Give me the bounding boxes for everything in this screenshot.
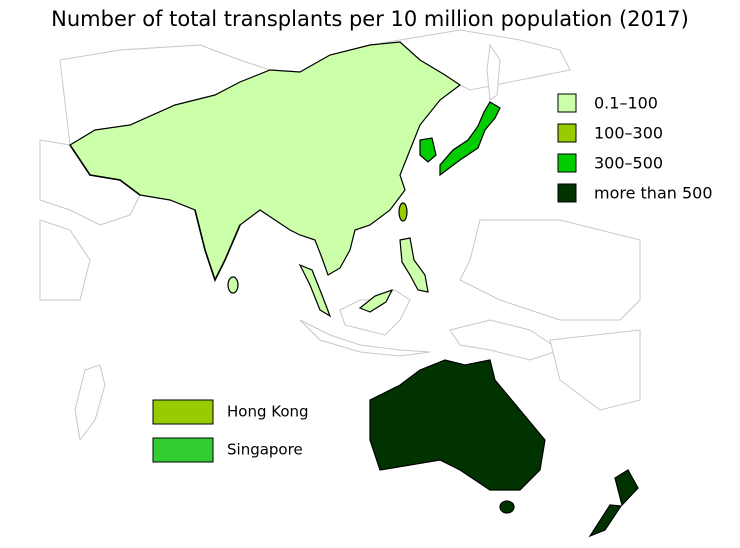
region-nz-north — [614, 469, 639, 507]
region-australia — [369, 359, 546, 491]
region-sri-lanka — [227, 276, 239, 294]
region-nz-south — [588, 504, 623, 538]
legend-label: 0.1–100 — [594, 94, 658, 113]
legend-label: 300–500 — [594, 154, 663, 173]
region-taiwan — [398, 202, 408, 222]
callouts: Hong Kong Singapore — [152, 399, 309, 463]
regions — [69, 41, 639, 538]
region-japan — [439, 101, 501, 177]
region-malay — [298, 263, 332, 318]
legend-label: more than 500 — [594, 184, 713, 203]
legend-swatch — [557, 153, 577, 173]
map-title: Number of total transplants per 10 milli… — [51, 7, 689, 31]
legend: 0.1–100 100–300 300–500 more than 500 — [557, 93, 713, 203]
coastlines — [69, 144, 241, 283]
region-korea — [419, 137, 437, 163]
legend-swatch — [557, 123, 577, 143]
region-borneo — [358, 288, 394, 313]
callout-label: Singapore — [227, 441, 303, 459]
legend-swatch — [557, 183, 577, 203]
region-tasmania — [499, 500, 515, 514]
other-land — [39, 29, 641, 442]
callout-swatch — [152, 437, 214, 463]
callout-swatch — [152, 399, 214, 425]
legend-label: 100–300 — [594, 124, 663, 143]
region-philippines — [399, 237, 429, 293]
callout-label: Hong Kong — [227, 403, 309, 421]
legend-swatch — [557, 93, 577, 113]
